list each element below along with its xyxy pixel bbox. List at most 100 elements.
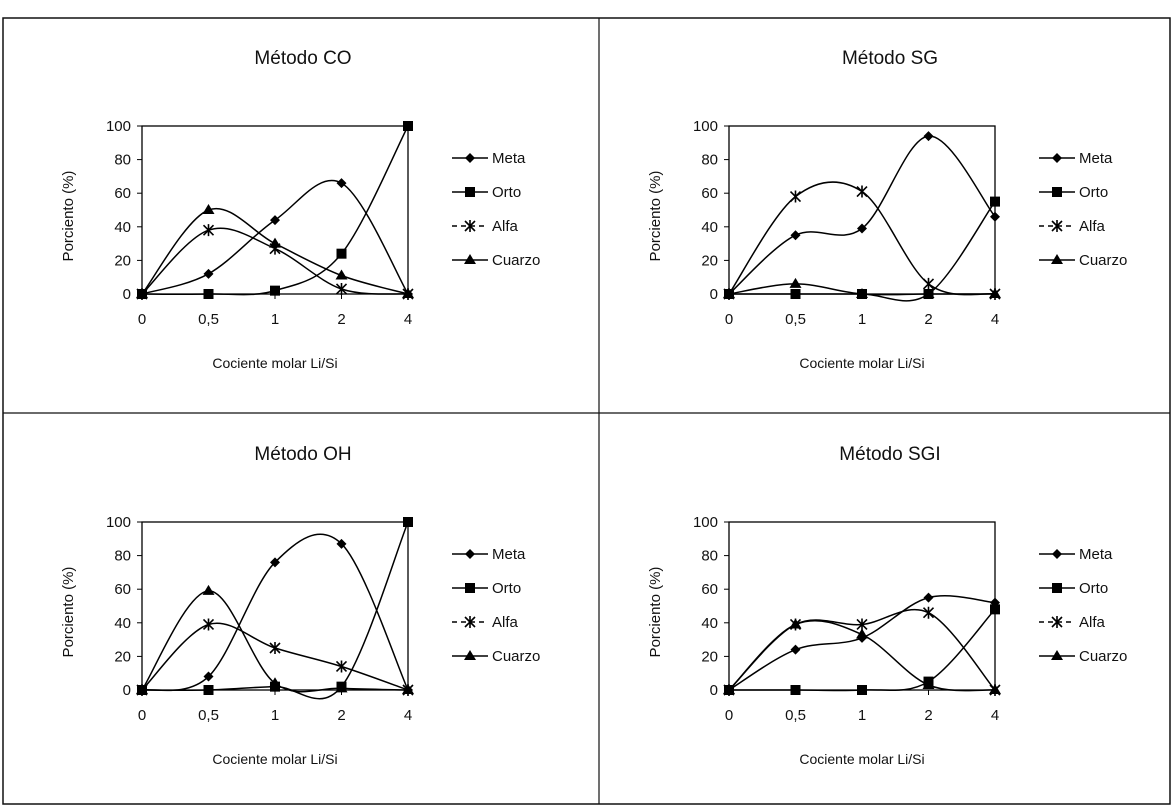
legend-marker-meta <box>1052 153 1062 163</box>
data-point-cuarzo <box>269 677 281 688</box>
legend-label-cuarzo: Cuarzo <box>1079 648 1127 665</box>
series-line-cuarzo <box>141 590 409 693</box>
data-point-meta <box>203 671 214 682</box>
x-tick-label: 1 <box>858 311 866 328</box>
data-point-cuarzo <box>136 288 148 298</box>
chart-panel-3: Método SGI 0 20 40 60 80 100 0 0,5 1 2 4 Cociente mo… <box>647 444 1127 767</box>
y-tick-label: 0 <box>710 286 718 303</box>
y-tick-label: 100 <box>693 118 718 135</box>
y-tick-label: 20 <box>114 648 131 665</box>
data-point-cuarzo <box>202 204 215 214</box>
legend-marker-cuarzo <box>1051 650 1063 660</box>
series-orto <box>724 196 1000 302</box>
legend-marker-alfa <box>1051 220 1063 232</box>
legend-marker-alfa <box>464 220 476 232</box>
series-cuarzo <box>723 277 1001 298</box>
legend-marker-alfa <box>1051 616 1063 628</box>
data-point-meta <box>790 644 801 655</box>
legend-marker-meta <box>465 549 475 559</box>
legend-label-orto: Orto <box>1079 580 1108 597</box>
legend-label-meta: Meta <box>1079 546 1113 563</box>
y-tick-label: 100 <box>106 514 131 531</box>
series-line-orto <box>141 125 409 296</box>
legend-marker-orto <box>465 583 475 593</box>
data-point-cuarzo <box>402 288 414 298</box>
x-tick-label: 4 <box>404 311 412 328</box>
x-tick-label: 2 <box>337 707 345 724</box>
y-axis-label: Porciento (%) <box>60 171 77 262</box>
y-tick-label: 0 <box>710 682 718 699</box>
data-point-orto <box>403 517 413 527</box>
data-point-orto <box>990 196 1000 207</box>
x-tick-label: 4 <box>991 311 999 328</box>
legend-label-cuarzo: Cuarzo <box>492 648 540 665</box>
data-point-cuarzo <box>789 277 802 288</box>
y-tick-label: 60 <box>114 185 131 202</box>
data-point-alfa <box>789 190 802 203</box>
y-tick-label: 20 <box>701 648 718 665</box>
legend-marker-cuarzo <box>464 254 476 264</box>
data-point-orto <box>203 685 214 695</box>
y-tick-label: 60 <box>701 581 718 598</box>
data-point-meta <box>790 230 801 241</box>
x-tick-label: 1 <box>271 707 279 724</box>
legend-label-orto: Orto <box>492 184 521 201</box>
series-cuarzo <box>136 584 414 694</box>
plot-area <box>141 521 409 691</box>
legend-marker-orto <box>1052 187 1062 197</box>
x-axis-label: Cociente molar Li/Si <box>799 751 924 767</box>
x-axis-label: Cociente molar Li/Si <box>212 355 337 371</box>
y-tick-label: 60 <box>114 581 131 598</box>
y-tick-label: 20 <box>114 252 131 269</box>
data-point-alfa <box>922 277 935 290</box>
y-tick-label: 80 <box>114 548 131 565</box>
x-tick-label: 4 <box>991 707 999 724</box>
data-point-cuarzo <box>269 237 281 248</box>
series-meta <box>724 131 1000 299</box>
y-tick-label: 80 <box>114 152 131 169</box>
y-tick-label: 100 <box>106 118 131 135</box>
legend-marker-cuarzo <box>1051 254 1063 264</box>
data-point-meta <box>336 538 347 549</box>
data-point-meta <box>923 592 934 603</box>
y-tick-label: 80 <box>701 548 718 565</box>
x-axis-label: Cociente molar Li/Si <box>212 751 337 767</box>
data-point-cuarzo <box>402 684 414 694</box>
y-tick-label: 40 <box>114 615 131 632</box>
legend-label-meta: Meta <box>492 546 526 563</box>
y-tick-label: 40 <box>114 219 131 236</box>
data-point-orto <box>857 685 867 695</box>
legend-marker-alfa <box>464 616 476 628</box>
data-point-alfa <box>856 185 868 198</box>
plot-area <box>728 125 996 295</box>
y-tick-label: 40 <box>701 615 718 632</box>
series-line-meta <box>728 135 996 295</box>
data-point-alfa <box>922 606 935 619</box>
series-cuarzo <box>723 618 1001 694</box>
legend-marker-orto <box>465 187 475 197</box>
x-tick-label: 0 <box>725 707 733 724</box>
legend-label-orto: Orto <box>1079 184 1108 201</box>
data-point-cuarzo <box>989 684 1001 694</box>
data-point-meta <box>857 223 867 234</box>
y-axis-label: Porciento (%) <box>647 171 664 262</box>
x-tick-label: 0 <box>725 311 733 328</box>
data-point-alfa <box>202 618 215 631</box>
series-meta <box>724 592 1000 695</box>
y-tick-label: 0 <box>123 286 131 303</box>
legend-label-alfa: Alfa <box>1079 218 1106 235</box>
x-tick-label: 4 <box>404 707 412 724</box>
legend-label-cuarzo: Cuarzo <box>492 252 540 269</box>
data-point-meta <box>336 178 347 189</box>
x-tick-label: 2 <box>924 311 932 328</box>
y-tick-label: 0 <box>123 682 131 699</box>
data-point-meta <box>990 211 1000 222</box>
data-point-cuarzo <box>922 678 935 689</box>
chart-title: Método CO <box>254 48 351 69</box>
legend-label-alfa: Alfa <box>492 614 519 631</box>
data-point-meta <box>270 215 280 226</box>
x-tick-label: 2 <box>924 707 932 724</box>
legend-label-cuarzo: Cuarzo <box>1079 252 1127 269</box>
data-point-cuarzo <box>856 288 868 298</box>
data-point-cuarzo <box>989 288 1001 298</box>
